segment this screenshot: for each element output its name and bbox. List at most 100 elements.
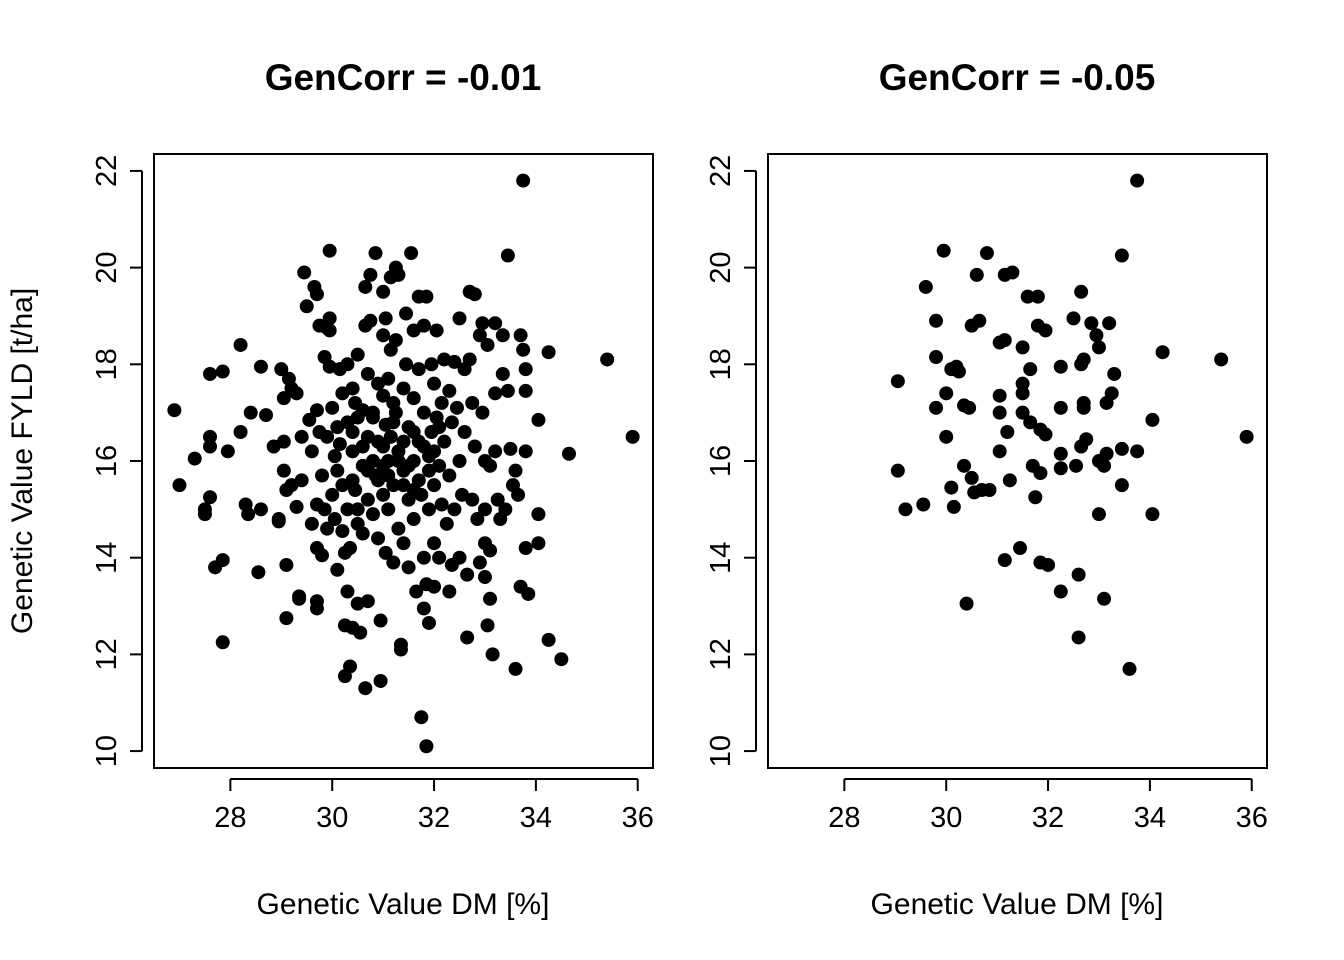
data-point — [332, 437, 347, 452]
data-point — [518, 541, 533, 556]
data-point — [187, 451, 202, 466]
data-point — [447, 502, 462, 517]
data-point — [215, 635, 230, 650]
data-point — [276, 463, 291, 478]
data-point — [365, 507, 380, 522]
data-point — [483, 543, 498, 558]
x-tick-label: 32 — [1032, 802, 1064, 834]
data-point — [345, 424, 360, 439]
data-point — [490, 492, 505, 507]
data-point — [997, 333, 1012, 348]
data-point — [944, 480, 959, 495]
data-point — [259, 408, 274, 423]
data-point — [521, 586, 536, 601]
data-point — [625, 429, 640, 444]
data-point — [442, 383, 457, 398]
data-point — [1041, 557, 1056, 572]
data-point — [343, 541, 358, 556]
data-point — [437, 434, 452, 449]
data-point — [378, 311, 393, 326]
data-point — [959, 596, 974, 611]
data-point — [979, 246, 994, 261]
data-point — [327, 449, 342, 464]
data-point — [1079, 432, 1094, 447]
data-point — [396, 381, 411, 396]
data-point — [485, 647, 500, 662]
data-point — [434, 395, 449, 410]
data-point — [1214, 352, 1229, 367]
data-point — [427, 478, 442, 493]
x-tick-label: 30 — [316, 802, 348, 834]
data-point — [427, 536, 442, 551]
data-point — [472, 328, 487, 343]
data-point — [396, 536, 411, 551]
x-axis-label: Genetic Value DM [%] — [871, 888, 1164, 921]
data-point — [1005, 265, 1020, 280]
data-point — [309, 403, 324, 418]
data-point — [992, 405, 1007, 420]
data-point — [368, 246, 383, 261]
data-point — [518, 383, 533, 398]
data-point — [401, 560, 416, 575]
data-point — [511, 487, 526, 502]
data-point — [1071, 567, 1086, 582]
data-point — [376, 458, 391, 473]
data-point — [274, 362, 289, 377]
data-point — [946, 499, 961, 514]
scatter-panel-left: GenCorr = -0.01 28 30 32 34 36 10 12 14 16 18 20 22… — [6, 57, 654, 921]
data-point — [322, 243, 337, 258]
data-point — [203, 490, 218, 505]
data-point — [315, 548, 330, 563]
data-point — [531, 507, 546, 522]
data-point — [1114, 441, 1129, 456]
x-tick-label: 28 — [828, 802, 860, 834]
data-point — [215, 364, 230, 379]
data-point — [452, 454, 467, 468]
data-point — [1038, 323, 1053, 338]
data-point — [929, 350, 944, 365]
data-point — [363, 267, 378, 282]
data-point — [335, 524, 350, 539]
data-point — [391, 521, 406, 536]
y-tick-label: 16 — [705, 445, 737, 477]
data-point — [929, 400, 944, 415]
data-point — [465, 492, 480, 507]
data-point — [386, 555, 401, 570]
data-point — [1023, 415, 1038, 430]
data-point — [421, 502, 436, 517]
data-point — [467, 439, 482, 454]
data-point — [508, 463, 523, 478]
data-point — [355, 526, 370, 541]
data-point — [475, 405, 490, 420]
data-point — [315, 468, 330, 483]
data-point — [348, 483, 363, 498]
data-point — [424, 357, 439, 372]
data-point — [1091, 507, 1106, 522]
data-point — [495, 328, 510, 343]
x-tick-label: 32 — [418, 802, 450, 834]
data-point — [1155, 345, 1170, 360]
y-tick-label: 14 — [91, 542, 123, 574]
data-point — [957, 458, 972, 473]
data-point — [419, 739, 434, 754]
data-point — [1053, 584, 1068, 599]
data-point — [1239, 429, 1254, 444]
data-point — [600, 352, 615, 367]
panel-title: GenCorr = -0.05 — [879, 57, 1156, 98]
data-point — [498, 502, 513, 517]
data-point — [1071, 630, 1086, 645]
data-point — [477, 570, 492, 585]
data-point — [304, 516, 319, 531]
data-point — [1107, 366, 1122, 381]
data-point — [1002, 473, 1017, 488]
data-point — [289, 386, 304, 401]
data-point — [383, 429, 398, 444]
data-point — [470, 512, 485, 527]
data-point — [447, 354, 462, 369]
data-point — [541, 345, 556, 360]
data-point — [276, 434, 291, 449]
y-tick-label: 18 — [91, 348, 123, 380]
x-tick-label: 30 — [930, 802, 962, 834]
data-point — [327, 512, 342, 527]
